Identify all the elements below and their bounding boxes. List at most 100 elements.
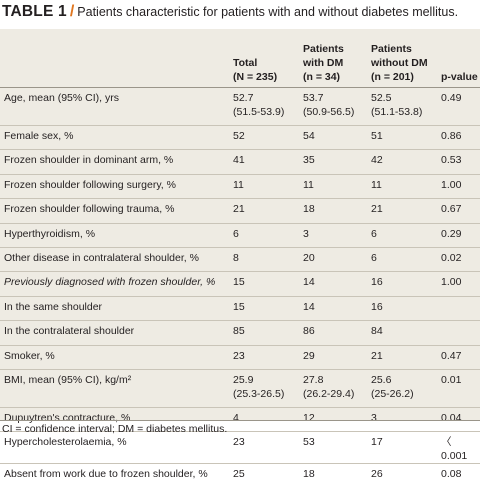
cell-with-dm: 3	[301, 223, 369, 247]
cell-with-dm-value: (50.9-56.5)	[303, 106, 355, 118]
row-label: Frozen shoulder in dominant arm, %	[4, 154, 174, 167]
cell-total: 4	[231, 407, 301, 431]
cell-p-value: 0.47	[439, 345, 480, 369]
cell-with-dm: 54	[301, 126, 369, 150]
table-row: Age, mean (95% CI), yrs 52.7 (51.5-53.9) 53…	[0, 88, 480, 126]
data-table-container: Total (N = 235) Patients with DM (n = 34) Pat…	[0, 29, 480, 480]
patients-table: Total (N = 235) Patients with DM (n = 34) Pat…	[0, 29, 480, 488]
cell-total-value: (25.3-26.5)	[233, 387, 285, 400]
table-row: Frozen shoulder following surgery, % 11 11…	[0, 174, 480, 199]
cell-with-dm-value: 53.7	[303, 92, 324, 104]
header-total-line: (N = 235)	[233, 71, 278, 83]
cell-p-value-value: 0.53	[441, 154, 462, 167]
row-label: Smoker, %	[4, 349, 55, 362]
cell-p-value-value: 1.00	[441, 178, 462, 191]
caption-text: Patients characteristic for patients wit…	[77, 5, 459, 19]
bottom-rule	[0, 420, 480, 421]
row-label: Frozen shoulder following trauma, %	[4, 203, 175, 216]
cell-total: 25.9 (25.3-26.5)	[231, 369, 301, 407]
table-body: Age, mean (95% CI), yrs 52.7 (51.5-53.9) 53…	[0, 88, 480, 488]
cell-without-dm: 6	[369, 223, 439, 247]
cell-with-dm-value: 86	[303, 325, 315, 338]
cell-p-value-value: 0.08	[441, 468, 462, 481]
cell-with-dm: 18	[301, 199, 369, 223]
cell-without-dm-value: 6	[371, 251, 377, 264]
cell-without-dm: 21	[369, 199, 439, 223]
cell-with-dm-value: 14	[303, 300, 315, 313]
cell-with-dm: 86	[301, 321, 369, 345]
cell-with-dm-value: 35	[303, 154, 315, 167]
cell-without-dm: 26	[369, 464, 439, 488]
cell-p-value-value: 0.49	[441, 92, 462, 104]
cell-p-value: 0.01	[439, 369, 480, 407]
cell-p-value: 0.86	[439, 126, 480, 150]
cell-with-dm: 20	[301, 247, 369, 271]
cell-total: 15	[231, 296, 301, 320]
cell-total: 23	[231, 345, 301, 369]
cell-p-value: 0.08	[439, 464, 480, 488]
cell-p-value: 0.29	[439, 223, 480, 247]
cell-total: 52.7 (51.5-53.9)	[231, 88, 301, 126]
header-without-dm-line: without DM	[371, 57, 428, 69]
row-label: Hypercholesterolaemia, %	[4, 436, 127, 449]
row-label: Hyperthyroidism, %	[4, 227, 96, 240]
table-row: Frozen shoulder following trauma, % 21 18 2…	[0, 199, 480, 224]
cell-with-dm: 14	[301, 296, 369, 320]
cell-with-dm-value: (26.2-29.4)	[303, 387, 355, 400]
cell-p-value-value: 0.04	[441, 411, 462, 424]
row-label: Frozen shoulder following surgery, %	[4, 178, 176, 191]
cell-with-dm-value: 27.8	[303, 373, 324, 386]
cell-p-value-value: 0.02	[441, 251, 462, 264]
cell-without-dm-value: (51.1-53.8)	[371, 106, 423, 118]
table-row: Previously diagnosed with frozen shoulde…	[0, 272, 480, 297]
cell-without-dm-value: 21	[371, 349, 383, 362]
cell-p-value-value: 0.01	[441, 373, 462, 386]
table-row: Frozen shoulder in dominant arm, % 41 35 42…	[0, 150, 480, 175]
cell-without-dm-value: 16	[371, 276, 383, 289]
table-row: Smoker, % 23 29 21 0.47	[0, 345, 480, 370]
cell-without-dm-value: 52.5	[371, 92, 392, 104]
header-p-value-line: p-value	[441, 71, 478, 83]
row-label: Female sex, %	[4, 130, 74, 142]
cell-without-dm-value: 25.6	[371, 373, 392, 386]
cell-with-dm-value: 20	[303, 251, 315, 264]
cell-p-value-value: 0.86	[441, 130, 462, 142]
cell-total-value: 25.9	[233, 373, 254, 386]
cell-total: 15	[231, 272, 301, 296]
cell-total-value: 23	[233, 436, 245, 449]
table-row: Hyperthyroidism, % 6 3 6 0.29	[0, 223, 480, 248]
cell-without-dm-value: 3	[371, 411, 377, 424]
cell-p-value: 1.00	[439, 174, 480, 198]
cell-with-dm: 12	[301, 407, 369, 431]
cell-total: 21	[231, 199, 301, 223]
header-without-dm: Patients without DM (n = 201)	[369, 29, 439, 88]
cell-p-value: 0.53	[439, 150, 480, 174]
header-without-dm-line: Patients	[371, 43, 412, 55]
cell-total-value: 15	[233, 300, 245, 313]
cell-total-value: 52	[233, 130, 245, 142]
row-label: Age, mean (95% CI), yrs	[4, 92, 119, 104]
cell-without-dm-value: 6	[371, 227, 377, 240]
table-footnote: CI = confidence interval; DM = diabetes …	[2, 423, 228, 435]
cell-p-value: 0.67	[439, 199, 480, 223]
row-label: Previously diagnosed with frozen shoulde…	[4, 276, 216, 289]
cell-total-value: 85	[233, 325, 245, 338]
cell-without-dm-value: 16	[371, 300, 383, 313]
cell-p-value-value: 〈 0.001	[441, 436, 468, 463]
cell-with-dm-value: 29	[303, 349, 315, 362]
row-label: Absent from work due to frozen shoulder,…	[4, 468, 208, 481]
cell-total-value: 41	[233, 154, 245, 167]
header-with-dm-line: with DM	[303, 57, 344, 69]
row-label: BMI, mean (95% CI), kg/m²	[4, 373, 132, 386]
cell-without-dm: 11	[369, 174, 439, 198]
cell-without-dm: 21	[369, 345, 439, 369]
cell-total: 8	[231, 247, 301, 271]
table-row: Other disease in contralateral shoulder,…	[0, 247, 480, 272]
cell-total-value: 8	[233, 251, 239, 264]
header-with-dm: Patients with DM (n = 34)	[301, 29, 369, 88]
cell-without-dm: 52.5 (51.1-53.8)	[369, 88, 439, 126]
cell-without-dm-value: 21	[371, 203, 383, 216]
header-total: Total (N = 235)	[231, 29, 301, 88]
cell-with-dm: 53.7 (50.9-56.5)	[301, 88, 369, 126]
header-without-dm-line: (n = 201)	[371, 71, 414, 83]
